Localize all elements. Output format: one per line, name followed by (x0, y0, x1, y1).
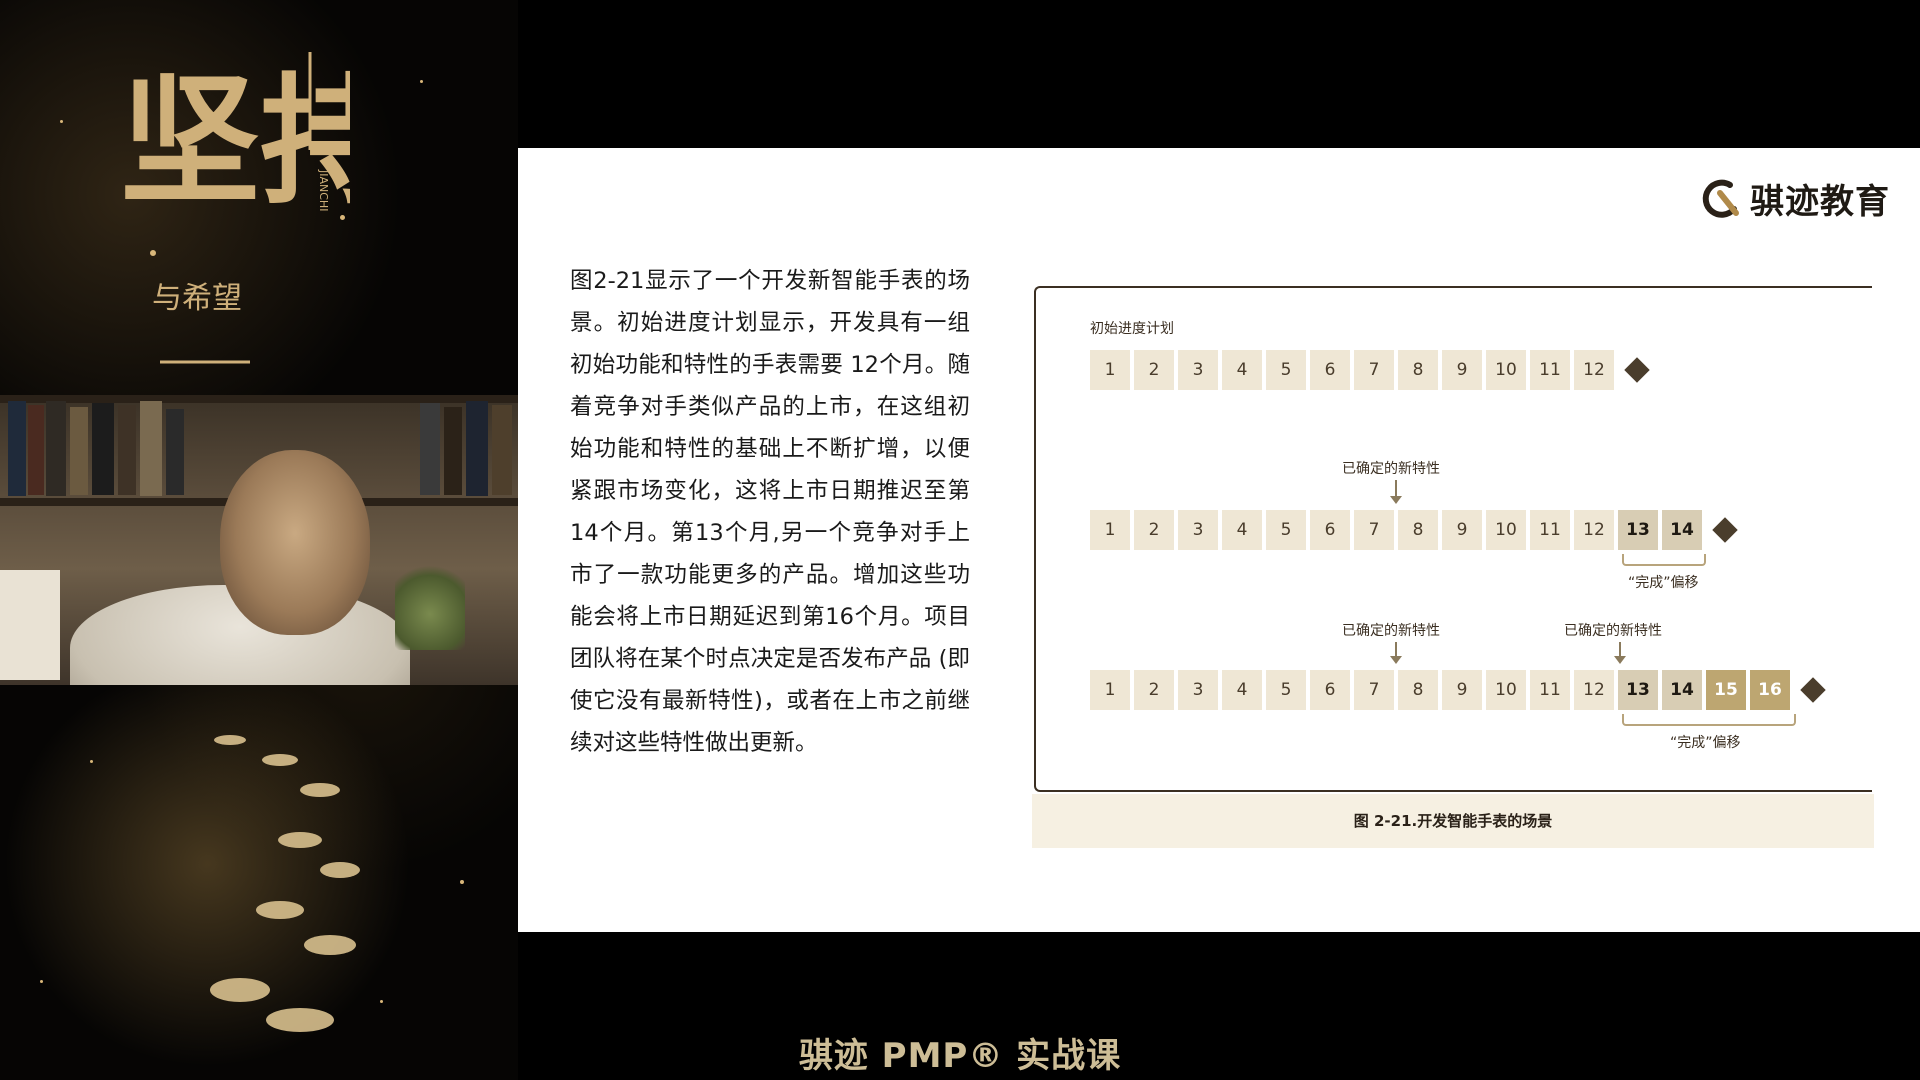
brand: 骐迹教育 (1696, 174, 1890, 223)
milestone-diamond-icon (1800, 677, 1826, 703)
month-cell: 7 (1354, 350, 1394, 390)
month-cell: 14 (1662, 510, 1702, 550)
webcam-video (0, 395, 518, 685)
schedule-row-initial: 1 2 3 4 5 6 7 8 9 10 11 12 (1090, 350, 1650, 390)
offset-bracket (1622, 554, 1706, 566)
plant (395, 560, 465, 650)
schedule-row-16: 1 2 3 4 5 6 7 8 9 10 11 12 13 14 15 16 (1090, 670, 1826, 710)
month-cell: 12 (1574, 670, 1614, 710)
presenter-head (220, 450, 370, 635)
month-cell: 6 (1310, 510, 1350, 550)
month-cell: 11 (1530, 510, 1570, 550)
month-cell: 2 (1134, 510, 1174, 550)
slide-canvas: 骐迹教育 图2-21显示了一个开发新智能手表的场景。初始进度计划显示，开发具有一… (518, 148, 1920, 932)
new-feature-label: 已确定的新特性 (1342, 623, 1440, 639)
slide-paragraph: 图2-21显示了一个开发新智能手表的场景。初始进度计划显示，开发具有一组初始功能… (570, 268, 970, 756)
poster-title-art: 坚持 JIANCHI 与希望 (120, 52, 350, 364)
poster-title-main: 坚持 (120, 60, 350, 224)
poster-subtitle: 与希望 (152, 281, 242, 316)
poster-pinyin: JIANCHI (317, 169, 330, 211)
offset-label: “完成”偏移 (1628, 575, 1699, 591)
month-cell: 15 (1706, 670, 1746, 710)
month-cell: 5 (1266, 670, 1306, 710)
month-cell: 4 (1222, 510, 1262, 550)
month-cell: 1 (1090, 350, 1130, 390)
month-cell: 7 (1354, 670, 1394, 710)
new-feature-label: 已确定的新特性 (1564, 623, 1662, 639)
month-cell: 14 (1662, 670, 1702, 710)
month-cell: 9 (1442, 350, 1482, 390)
brand-name: 骐迹教育 (1750, 182, 1890, 222)
month-cell: 9 (1442, 510, 1482, 550)
month-cell: 16 (1750, 670, 1790, 710)
month-cell: 5 (1266, 510, 1306, 550)
month-cell: 4 (1222, 350, 1262, 390)
month-cell: 4 (1222, 670, 1262, 710)
new-feature-arrow (1390, 480, 1402, 504)
month-cell: 12 (1574, 510, 1614, 550)
month-cell: 7 (1354, 510, 1394, 550)
footprints-art (210, 735, 360, 1032)
offset-bracket (1622, 714, 1796, 726)
course-title: 骐迹 PMP® 实战课 (798, 1036, 1122, 1076)
month-cell: 1 (1090, 510, 1130, 550)
month-cell: 10 (1486, 350, 1526, 390)
initial-plan-label: 初始进度计划 (1090, 321, 1174, 337)
month-cell: 8 (1398, 510, 1438, 550)
schedule-row-14: 1 2 3 4 5 6 7 8 9 10 11 12 13 14 (1090, 510, 1738, 550)
month-cell: 3 (1178, 350, 1218, 390)
month-cell: 8 (1398, 670, 1438, 710)
new-feature-label: 已确定的新特性 (1342, 461, 1440, 477)
figure-caption: 图 2-21.开发智能手表的场景 (1353, 812, 1553, 830)
month-cell: 8 (1398, 350, 1438, 390)
month-cell: 2 (1134, 350, 1174, 390)
milestone-diamond-icon (1624, 357, 1650, 383)
new-feature-arrow (1614, 642, 1626, 664)
brand-logo-icon (1702, 179, 1739, 218)
month-cell: 10 (1486, 510, 1526, 550)
month-cell: 13 (1618, 510, 1658, 550)
month-cell: 10 (1486, 670, 1526, 710)
month-cell: 5 (1266, 350, 1306, 390)
milestone-diamond-icon (1712, 517, 1738, 543)
month-cell: 12 (1574, 350, 1614, 390)
month-cell: 6 (1310, 350, 1350, 390)
poster-panel: 坚持 JIANCHI 与希望 (0, 0, 518, 1080)
month-cell: 3 (1178, 510, 1218, 550)
month-cell: 11 (1530, 350, 1570, 390)
month-cell: 2 (1134, 670, 1174, 710)
month-cell: 1 (1090, 670, 1130, 710)
new-feature-arrow (1390, 642, 1402, 664)
month-cell: 11 (1530, 670, 1570, 710)
offset-label: “完成”偏移 (1670, 735, 1741, 751)
month-cell: 13 (1618, 670, 1658, 710)
month-cell: 9 (1442, 670, 1482, 710)
month-cell: 6 (1310, 670, 1350, 710)
month-cell: 3 (1178, 670, 1218, 710)
figure-caption-bar: 图 2-21.开发智能手表的场景 (1032, 794, 1874, 848)
